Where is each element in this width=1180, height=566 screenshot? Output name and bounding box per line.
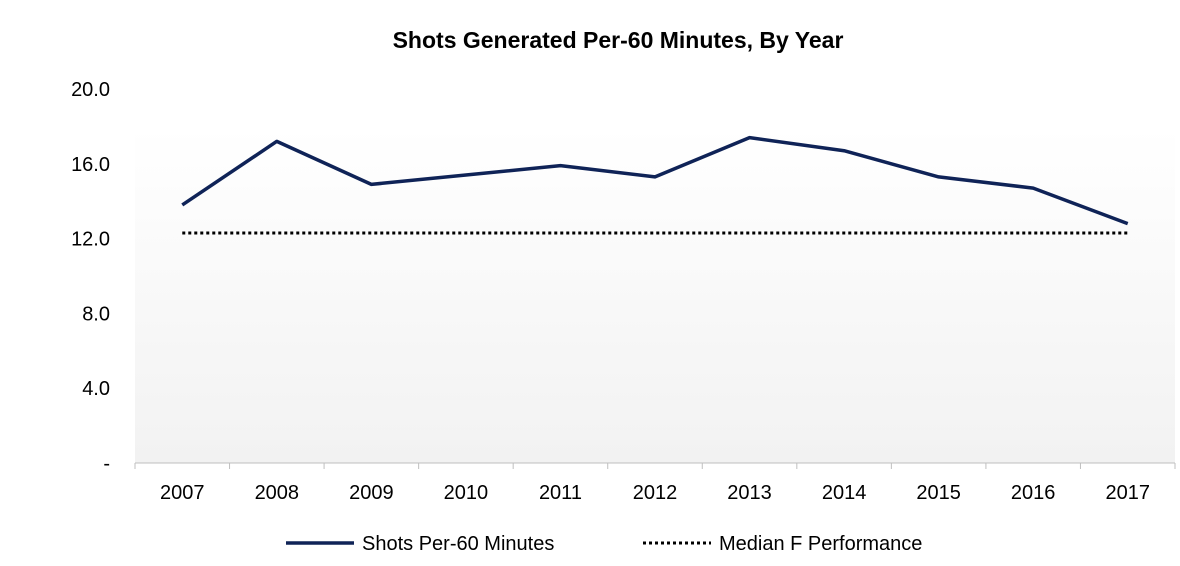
x-tick-label: 2012 xyxy=(633,482,678,504)
x-tick-label: 2008 xyxy=(255,482,300,504)
x-tick-label: 2010 xyxy=(444,482,489,504)
x-tick-label: 2009 xyxy=(349,482,394,504)
x-tick-label: 2007 xyxy=(160,482,205,504)
x-tick-label: 2011 xyxy=(539,482,582,504)
legend-label: Median F Performance xyxy=(719,533,922,555)
y-tick-label: 12.0 xyxy=(71,229,110,251)
x-tick-label: 2016 xyxy=(1011,482,1056,504)
chart-title: Shots Generated Per-60 Minutes, By Year xyxy=(393,27,844,53)
x-tick-label: 2013 xyxy=(727,482,772,504)
x-axis: 2007 2008 2009 2010 2011 2012 2013 2014 2015 2016… xyxy=(134,462,1176,504)
y-tick-label: - xyxy=(103,453,110,475)
x-tick-label: 2015 xyxy=(916,482,961,504)
y-tick-label: 4.0 xyxy=(82,378,110,400)
x-tick-label: 2017 xyxy=(1105,482,1150,504)
y-tick-label: 20.0 xyxy=(71,79,110,101)
y-tick-label: 16.0 xyxy=(71,154,110,176)
y-tick-label: 8.0 xyxy=(82,303,110,325)
series-layer xyxy=(181,135,1129,235)
series-line xyxy=(181,135,1129,226)
legend: Shots Per-60 Minutes Median F Performance xyxy=(286,533,922,555)
y-axis: - 4.0 8.0 12.0 16.0 20.0 xyxy=(71,79,110,475)
legend-label: Shots Per-60 Minutes xyxy=(362,533,554,555)
x-tick-label: 2014 xyxy=(822,482,867,504)
